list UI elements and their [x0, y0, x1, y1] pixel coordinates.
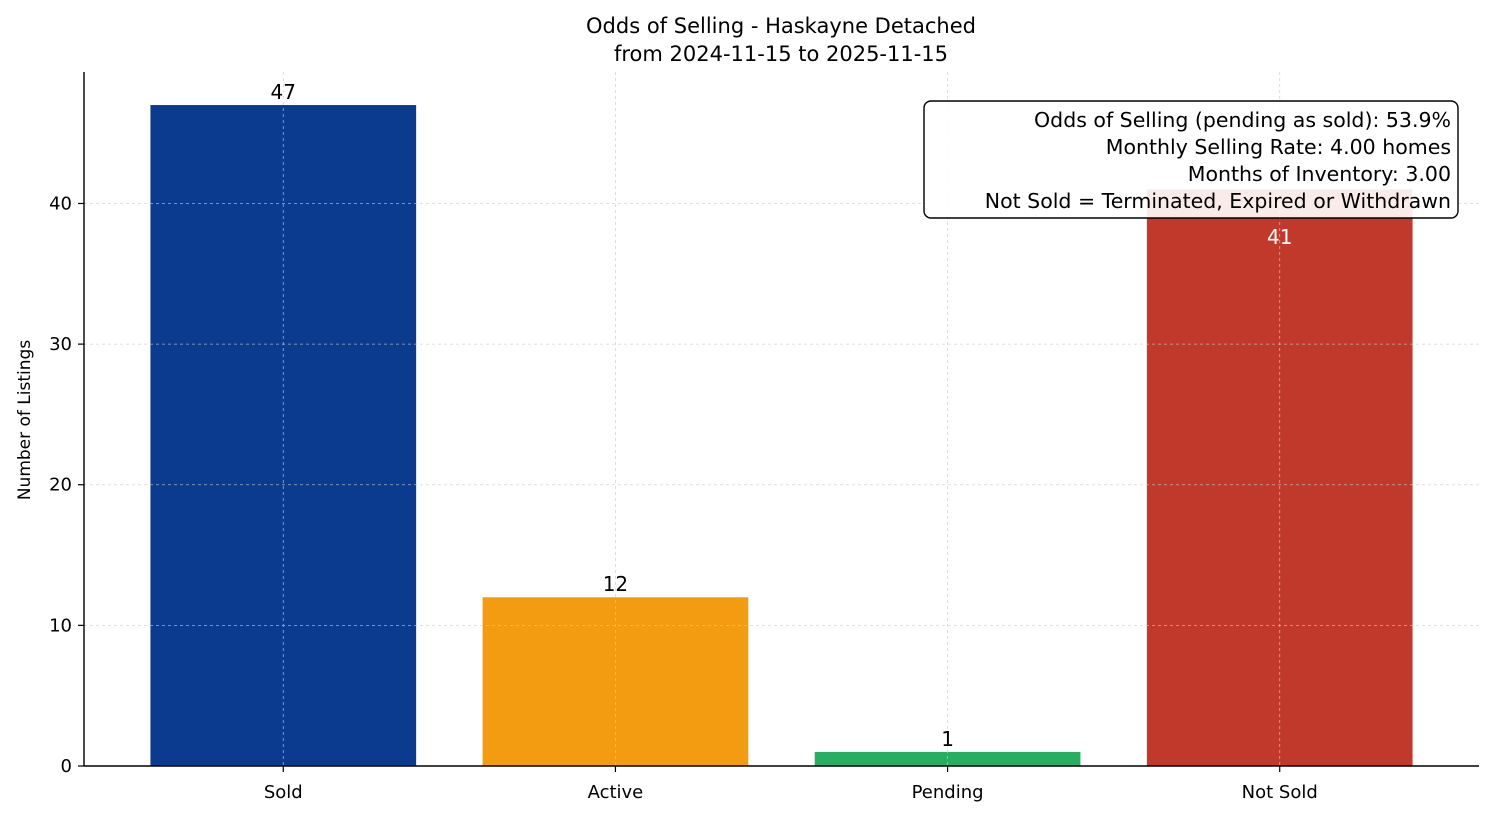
x-tick-label: Sold: [264, 782, 303, 803]
annotation-line: Monthly Selling Rate: 4.00 homes: [1106, 135, 1451, 159]
y-tick-label: 40: [49, 193, 72, 214]
y-tick-label: 10: [49, 615, 72, 636]
annotation-line: Not Sold = Terminated, Expired or Withdr…: [985, 189, 1451, 213]
data-label: 47: [271, 80, 296, 104]
annotation-box-frame: [923, 100, 1459, 219]
x-tick-label: Active: [588, 782, 644, 803]
y-tick-label: 30: [49, 334, 72, 355]
data-label: 1: [941, 727, 954, 751]
annotation-box: Odds of Selling (pending as sold): 53.9%…: [923, 100, 1459, 219]
annotation-line: Odds of Selling (pending as sold): 53.9%: [1034, 108, 1451, 132]
data-label: 41: [1267, 225, 1292, 249]
y-tick-label: 20: [49, 475, 72, 496]
x-tick-label: Pending: [912, 782, 984, 803]
y-axis-label: Number of Listings: [15, 340, 35, 500]
chart-subtitle: from 2024-11-15 to 2025-11-15: [614, 42, 948, 66]
chart-title: Odds of Selling - Haskayne Detached: [586, 14, 976, 38]
y-tick-label: 0: [61, 756, 72, 777]
x-tick-label: Not Sold: [1242, 782, 1318, 803]
annotation-line: Months of Inventory: 3.00: [1188, 162, 1451, 186]
data-label: 12: [603, 572, 628, 596]
bar-not-sold: [1146, 189, 1413, 767]
axes: Sold Active Pending Not Sold 0 10 20 30 40: [49, 72, 1479, 803]
data-labels: 47 12 1 41: [271, 80, 1293, 751]
